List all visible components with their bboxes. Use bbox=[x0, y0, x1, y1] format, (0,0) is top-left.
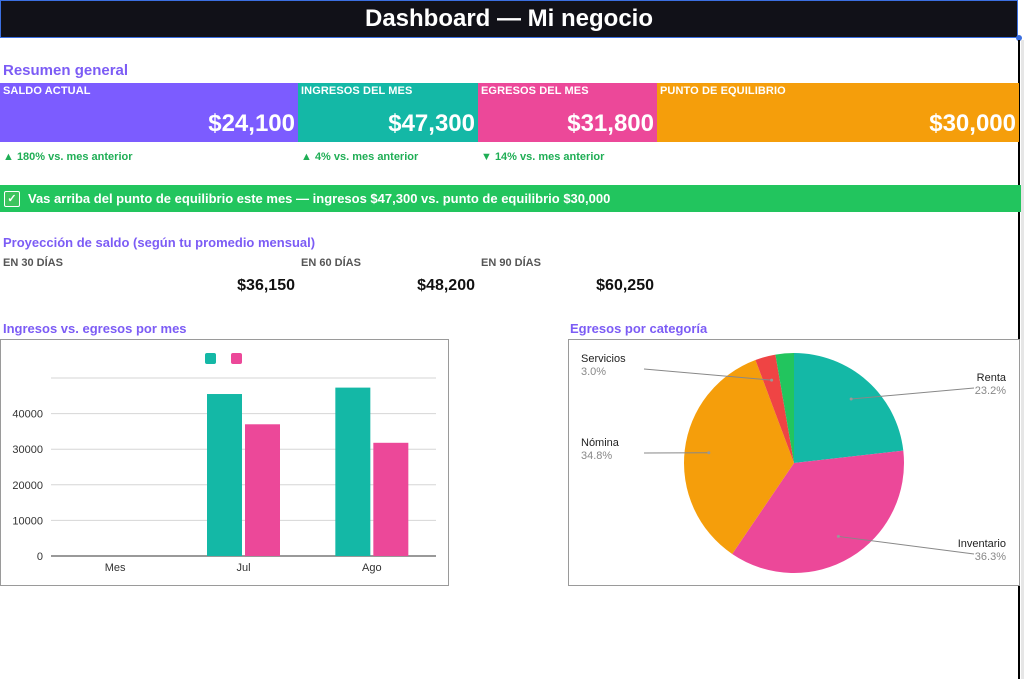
check-mark-icon: ✓ bbox=[4, 190, 20, 207]
card-label: PUNTO DE EQUILIBRIO bbox=[660, 85, 786, 97]
delta-saldo: ▲ 180% vs. mes anterior bbox=[3, 151, 133, 163]
card-ingresos-mes: INGRESOS DEL MES $47,300 bbox=[298, 83, 478, 142]
y-tick-label: 10000 bbox=[12, 515, 43, 527]
bar[interactable] bbox=[335, 387, 371, 556]
bar[interactable] bbox=[245, 424, 280, 556]
projection-value-30: $36,150 bbox=[237, 277, 295, 294]
projection-label-90: EN 90 DÍAS bbox=[481, 257, 541, 269]
pie-label: Nómina bbox=[581, 437, 620, 449]
card-value: $30,000 bbox=[929, 110, 1016, 137]
card-label: SALDO ACTUAL bbox=[3, 85, 91, 97]
projection-label-30: EN 30 DÍAS bbox=[3, 257, 63, 269]
y-tick-label: 20000 bbox=[12, 480, 43, 492]
pie-label: Servicios bbox=[581, 353, 626, 365]
x-tick-label: Ago bbox=[362, 562, 382, 574]
bar[interactable] bbox=[373, 442, 409, 556]
projection-label-60: EN 60 DÍAS bbox=[301, 257, 361, 269]
scrollbar-track[interactable] bbox=[1021, 40, 1024, 679]
pie-leader-line bbox=[851, 387, 975, 400]
delta-egresos: ▼ 14% vs. mes anterior bbox=[481, 151, 605, 163]
card-saldo-actual: SALDO ACTUAL $24,100 bbox=[0, 83, 298, 142]
y-tick-label: 30000 bbox=[12, 444, 43, 456]
pie-label: Renta bbox=[977, 372, 1007, 384]
pie-percent-label: 3.0% bbox=[581, 366, 606, 378]
card-egresos-mes: EGRESOS DEL MES $31,800 bbox=[478, 83, 657, 142]
pie-chart-container[interactable]: Renta 23.2% Inventario 36.3% Nómina 34.8% Serv… bbox=[568, 339, 1020, 586]
pie-leader-dot bbox=[836, 534, 840, 538]
pie-slice[interactable] bbox=[732, 450, 904, 573]
projection-value-60: $48,200 bbox=[417, 277, 475, 294]
banner-text: Vas arriba del punto de equilibrio este … bbox=[28, 191, 611, 206]
dashboard-title: Dashboard — Mi negocio bbox=[364, 5, 654, 32]
bar-chart-container[interactable]: 0 10000 20000 30000 40000 Mes Jul Ago bbox=[0, 339, 449, 586]
bar-chart: 0 10000 20000 30000 40000 Mes Jul Ago bbox=[12, 353, 436, 574]
y-tick-label: 40000 bbox=[12, 409, 43, 421]
delta-ingresos: ▲ 4% vs. mes anterior bbox=[301, 151, 419, 163]
pie-slice[interactable] bbox=[775, 353, 794, 463]
breakeven-banner: ✓ Vas arriba del punto de equilibrio est… bbox=[0, 185, 1021, 212]
selection-handle[interactable] bbox=[1016, 35, 1022, 41]
card-value: $47,300 bbox=[388, 110, 475, 137]
card-value: $24,100 bbox=[208, 110, 295, 137]
projection-title: Proyección de saldo (según tu promedio m… bbox=[3, 235, 316, 250]
pie-leader-dot bbox=[849, 397, 853, 401]
pie-leader-line bbox=[838, 535, 975, 555]
pie-percent-label: 34.8% bbox=[581, 450, 612, 462]
card-value: $31,800 bbox=[567, 110, 654, 137]
pie-leader-dot bbox=[707, 451, 711, 455]
card-label: INGRESOS DEL MES bbox=[301, 85, 413, 97]
dashboard-header: Dashboard — Mi negocio bbox=[0, 0, 1018, 38]
pie-leader-line bbox=[643, 368, 772, 381]
pie-slice[interactable] bbox=[684, 359, 794, 554]
pie-leader-dot bbox=[770, 378, 774, 382]
bar-chart-title: Ingresos vs. egresos por mes bbox=[3, 321, 187, 336]
pie-percent-label: 23.2% bbox=[975, 385, 1006, 397]
pie-slice[interactable] bbox=[794, 353, 904, 463]
pie-slice[interactable] bbox=[755, 354, 794, 463]
projection-value-90: $60,250 bbox=[596, 277, 654, 294]
x-tick-label: Jul bbox=[236, 562, 250, 574]
y-tick-label: 0 bbox=[37, 551, 43, 563]
summary-title: Resumen general bbox=[3, 62, 129, 79]
card-label: EGRESOS DEL MES bbox=[481, 85, 589, 97]
pie-percent-label: 36.3% bbox=[975, 551, 1006, 563]
legend-swatch bbox=[231, 353, 242, 364]
pie-label: Inventario bbox=[958, 538, 1006, 550]
x-tick-label: Mes bbox=[105, 562, 126, 574]
bar[interactable] bbox=[207, 394, 242, 556]
pie-chart-title: Egresos por categoría bbox=[570, 321, 708, 336]
card-punto-equilibrio: PUNTO DE EQUILIBRIO $30,000 bbox=[657, 83, 1019, 142]
legend-swatch bbox=[205, 353, 216, 364]
